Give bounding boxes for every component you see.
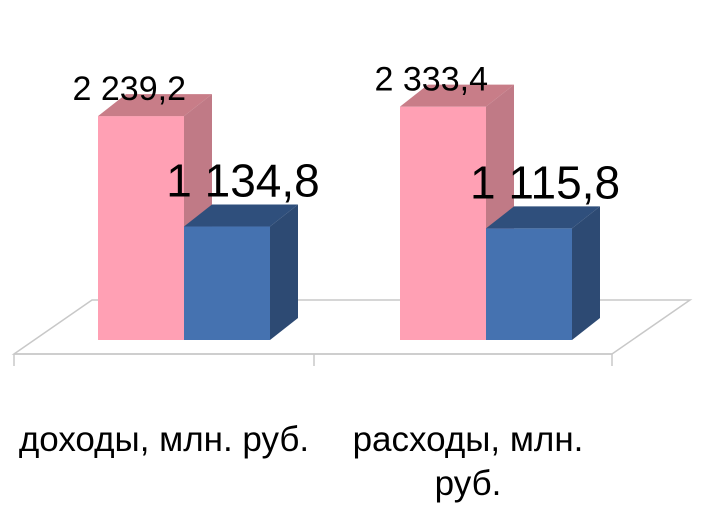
- bar-side: [270, 204, 298, 340]
- bar-series-2-income: [184, 204, 298, 340]
- category-label-income: доходы, млн. руб.: [18, 420, 310, 459]
- data-label-series-1: 2 333,4: [375, 61, 488, 99]
- bar-top: [184, 204, 298, 227]
- bars-layer: [98, 84, 600, 340]
- bar-side: [572, 206, 600, 340]
- chart-plot: 2 239,2 1 134,8 2 333,4 1 115,8: [11, 61, 693, 366]
- bar-front: [400, 106, 486, 340]
- bar-front: [98, 116, 184, 340]
- bar-top: [400, 84, 514, 107]
- bar-series-1-expenses: [400, 84, 514, 340]
- value-labels-layer: 2 239,2 1 134,8 2 333,4 1 115,8: [73, 61, 620, 209]
- bar-front: [486, 228, 572, 340]
- chart: 2 239,2 1 134,8 2 333,4 1 115,8 доходы, млн…: [11, 61, 693, 503]
- data-label-series-1: 2 239,2: [73, 70, 186, 108]
- bar-series-2-expenses: [486, 206, 600, 340]
- bar-top: [486, 206, 600, 229]
- bar-top: [98, 94, 212, 117]
- data-label-series-2: 1 134,8: [166, 155, 319, 207]
- data-label-series-2: 1 115,8: [470, 156, 620, 208]
- category-label-expenses: расходы, млн. руб.: [352, 420, 584, 503]
- bar-front: [184, 226, 270, 340]
